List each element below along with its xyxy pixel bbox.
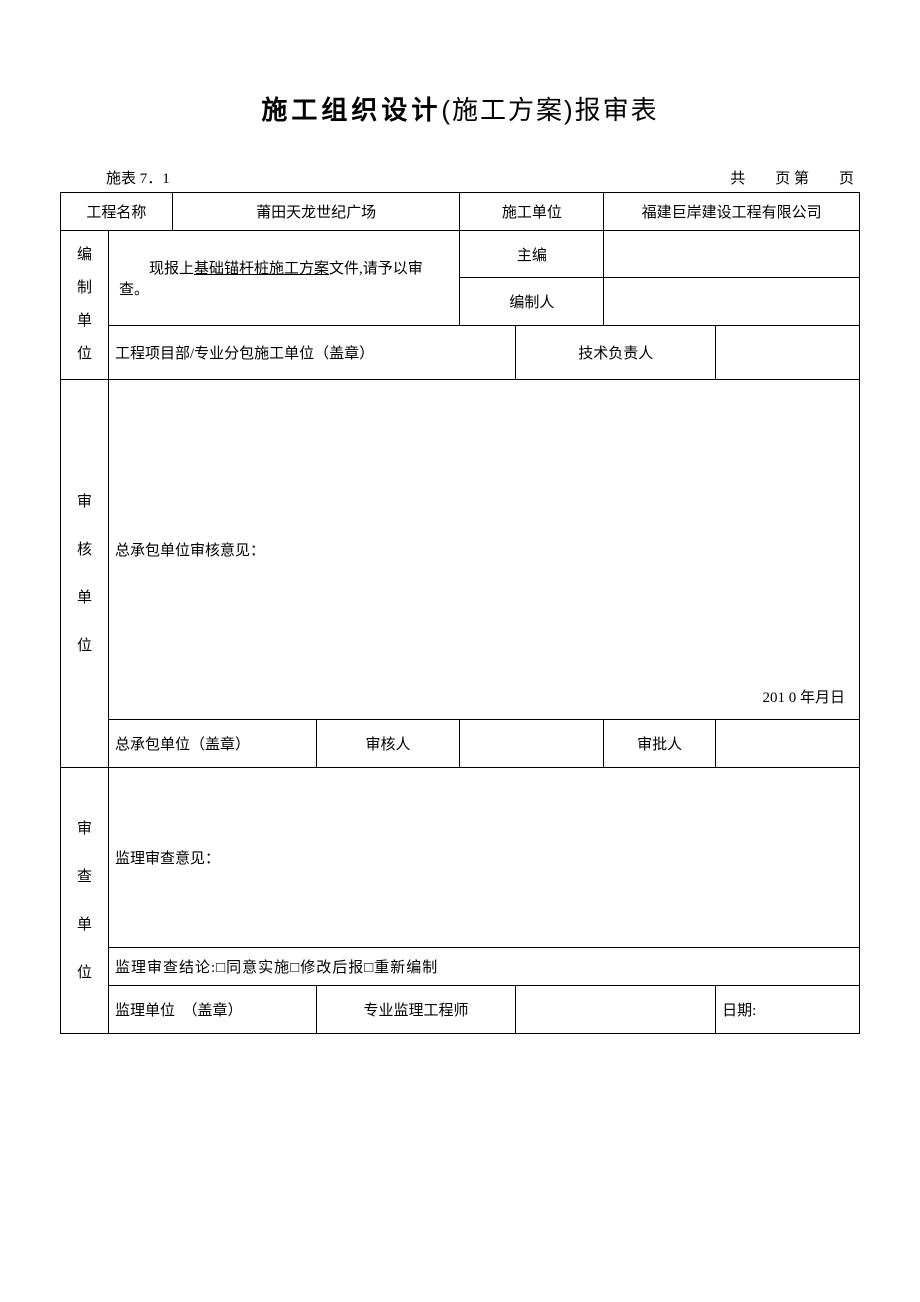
- supervision-opinion-label: 监理审查意见：: [115, 847, 853, 868]
- construction-unit-label: 施工单位: [460, 193, 604, 231]
- opinion-date: 201 0 年月日: [762, 686, 845, 707]
- reviewer-label: 审核人: [316, 720, 460, 768]
- date-label: 日期:: [716, 986, 860, 1034]
- approver-value[interactable]: [716, 720, 860, 768]
- table-row: 编 制 单 位 现报上基础锚杆桩施工方案文件,请予以审查。 主编: [61, 231, 860, 278]
- form-table: 工程名称 莆田天龙世纪广场 施工单位 福建巨岸建设工程有限公司 编 制 单 位 …: [60, 192, 860, 1034]
- engineer-label: 专业监理工程师: [316, 986, 516, 1034]
- compiler-label: 编制人: [460, 278, 604, 325]
- approver-label: 审批人: [604, 720, 716, 768]
- table-row: 总承包单位（盖章） 审核人 审批人: [61, 720, 860, 768]
- shencha-side-label: 审 查 单 位: [61, 768, 109, 1034]
- contractor-seal-label: 总承包单位（盖章）: [108, 720, 316, 768]
- table-row: 监理单位 （盖章） 专业监理工程师 日期:: [61, 986, 860, 1034]
- compiler-value[interactable]: [604, 278, 860, 325]
- report-prefix: 现报上: [149, 261, 194, 277]
- title-rest: (施工方案)报审表: [441, 95, 658, 125]
- shenhe-side-label: 审 核 单 位: [61, 380, 109, 768]
- tech-leader-label: 技术负责人: [516, 325, 716, 379]
- conclusion-text: 监理审查结论:□同意实施□修改后报□重新编制: [115, 960, 438, 976]
- supervision-opinion-cell[interactable]: 监理审查意见：: [108, 768, 859, 948]
- table-row: 审 核 单 位 总承包单位审核意见： 201 0 年月日: [61, 380, 860, 720]
- supervision-seal-label: 监理单位 （盖章）: [108, 986, 316, 1034]
- table-row: 工程项目部/专业分包施工单位（盖章） 技术负责人: [61, 325, 860, 379]
- reviewer-value[interactable]: [460, 720, 604, 768]
- page-title: 施工组织设计(施工方案)报审表: [60, 90, 860, 127]
- construction-unit-value: 福建巨岸建设工程有限公司: [604, 193, 860, 231]
- form-header: 施表 7．1 共 页 第 页: [60, 167, 860, 192]
- report-underline: 基础锚杆桩施工方案: [194, 261, 329, 277]
- contractor-opinion-label: 总承包单位审核意见：: [115, 539, 853, 560]
- chief-editor-label: 主编: [460, 231, 604, 278]
- table-row: 工程名称 莆田天龙世纪广场 施工单位 福建巨岸建设工程有限公司: [61, 193, 860, 231]
- chief-editor-value[interactable]: [604, 231, 860, 278]
- tech-leader-value[interactable]: [716, 325, 860, 379]
- contractor-opinion-cell[interactable]: 总承包单位审核意见： 201 0 年月日: [108, 380, 859, 720]
- engineer-value[interactable]: [516, 986, 716, 1034]
- table-row: 审 查 单 位 监理审查意见：: [61, 768, 860, 948]
- title-bold: 施工组织设计: [261, 95, 441, 125]
- report-text-cell: 现报上基础锚杆桩施工方案文件,请予以审查。: [108, 231, 460, 326]
- dept-seal-label: 工程项目部/专业分包施工单位（盖章）: [108, 325, 515, 379]
- bianzhi-side-label: 编 制 单 位: [61, 231, 109, 380]
- table-row: 监理审查结论:□同意实施□修改后报□重新编制: [61, 948, 860, 986]
- page-indicator: 共 页 第 页: [730, 167, 854, 188]
- project-name-value: 莆田天龙世纪广场: [172, 193, 460, 231]
- conclusion-cell[interactable]: 监理审查结论:□同意实施□修改后报□重新编制: [108, 948, 859, 986]
- project-name-label: 工程名称: [61, 193, 173, 231]
- form-number: 施表 7．1: [106, 167, 170, 188]
